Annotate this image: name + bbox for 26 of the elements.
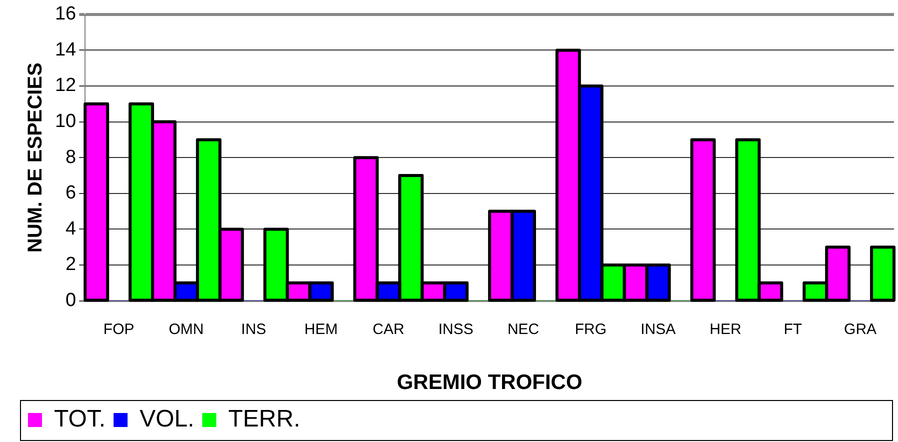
y-tick-label: 10: [54, 111, 76, 132]
y-tick-label: 2: [66, 254, 76, 276]
x-tick-label: FOP: [103, 320, 134, 338]
x-tick-label: FRG: [574, 320, 607, 338]
legend-label: TERR.: [228, 406, 300, 433]
y-tick-label: 16: [54, 4, 76, 25]
y-tick-label: 14: [54, 39, 77, 60]
legend-label: VOL.: [140, 406, 194, 433]
x-tick-label: HEM: [304, 320, 338, 338]
x-tick-label: NEC: [507, 320, 540, 338]
y-tick-label: 8: [66, 146, 76, 168]
x-tick-label: INSS: [438, 320, 474, 338]
x-axis-title: GREMIO TROFICO: [396, 371, 582, 394]
y-tick-label: 6: [66, 182, 76, 204]
x-tick-label: HER: [710, 320, 742, 338]
y-tick-label: 4: [66, 218, 77, 240]
x-tick-label: CAR: [372, 320, 404, 338]
x-tick-label: FT: [784, 320, 802, 338]
x-tick-label: INS: [241, 320, 266, 338]
x-tick-label: INSA: [640, 320, 676, 338]
legend-label: TOT.: [54, 406, 106, 433]
y-axis-title: NUM. DE ESPECIES: [24, 62, 47, 253]
y-tick-label: 0: [66, 290, 76, 312]
x-tick-label: OMN: [168, 320, 204, 338]
y-tick-label: 12: [54, 75, 76, 96]
x-tick-label: GRA: [844, 320, 877, 338]
